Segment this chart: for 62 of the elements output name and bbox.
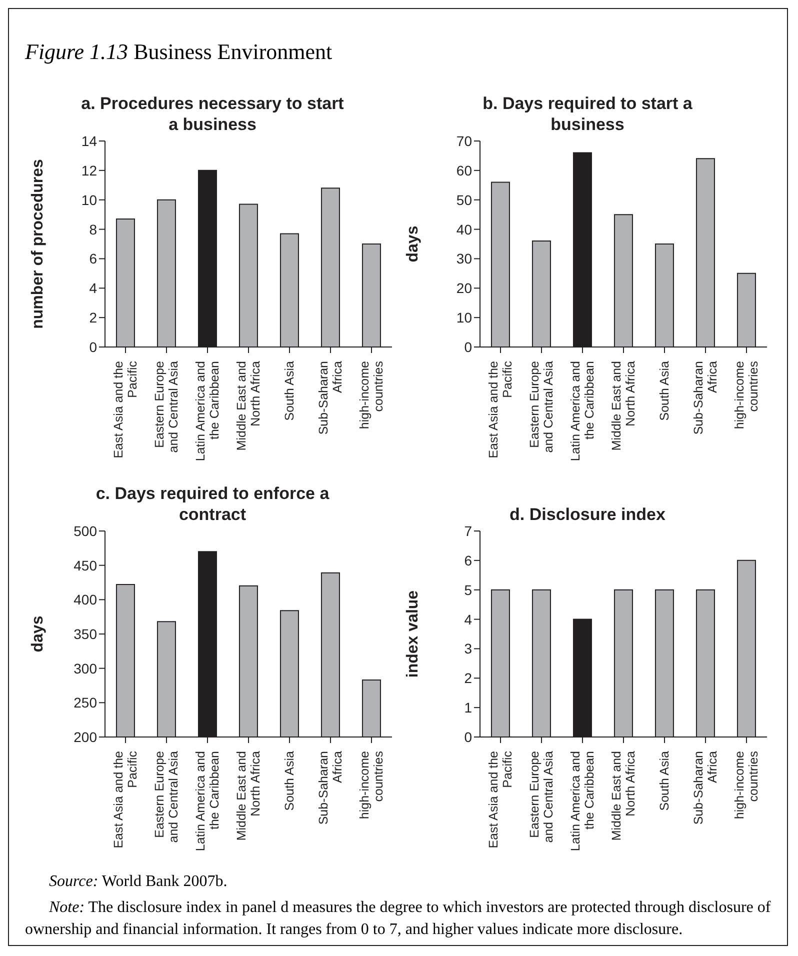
x-tick-label: high-income countries <box>732 750 760 820</box>
x-tick-label: South Asia <box>282 750 296 811</box>
chart-title: a. Procedures necessary to start a business <box>81 94 344 134</box>
y-tick-label: 400 <box>74 592 98 608</box>
x-tick-label: Eastern Europe and Central Asia <box>528 750 556 843</box>
y-tick-label: 30 <box>456 250 472 267</box>
y-tick-label: 70 <box>456 132 472 149</box>
x-tick-label: Eastern Europe and Central Asia <box>152 750 180 843</box>
y-tick-label: 0 <box>464 338 472 355</box>
x-tick-label: East Asia and the Pacific <box>112 750 140 848</box>
x-tick-label: Sub-Saharan Africa <box>316 360 344 435</box>
y-tick-label: 300 <box>74 660 98 676</box>
y-tick-label: 5 <box>464 582 472 598</box>
chart-title: d. Disclosure index <box>510 505 666 524</box>
y-tick-label: 1 <box>464 700 472 716</box>
y-tick-label: 7 <box>464 522 472 539</box>
y-tick-label: 350 <box>74 626 98 642</box>
y-tick-label: 60 <box>456 162 472 178</box>
x-tick-label: high-income countries <box>732 360 760 430</box>
x-tick-label: Sub-Saharan Africa <box>316 750 344 825</box>
x-tick-label: South Asia <box>658 750 672 811</box>
x-tick-label: Eastern Europe and Central Asia <box>528 360 556 453</box>
y-tick-label: 0 <box>89 338 98 355</box>
y-tick-label: 450 <box>74 557 98 574</box>
chart-title: c. Days required to enforce a contract <box>96 484 330 524</box>
y-axis-title: days <box>404 226 422 262</box>
y-tick-label: 2 <box>89 310 98 326</box>
x-tick-label: Eastern Europe and Central Asia <box>152 360 180 453</box>
x-tick-label: South Asia <box>282 360 296 421</box>
y-axis-title: index value <box>404 590 422 678</box>
source-note: Source: World Bank 2007b. <box>48 872 228 892</box>
y-tick-label: 500 <box>74 522 98 539</box>
caption: Figure 1.13 Business Environment <box>25 39 334 65</box>
y-tick-label: 40 <box>456 221 472 238</box>
x-tick-label: Sub-Saharan Africa <box>692 360 720 435</box>
text: Note: The disclosure index in panel d measures the degree to which investors are protected through disclosure of ownership and financial information. It ranges from 0 to 7, and higher values indicate more disclosure. <box>25 898 772 940</box>
y-axis-title: number of procedures <box>30 159 47 329</box>
y-tick-label: 6 <box>464 552 472 568</box>
x-tick-label: East Asia and the Pacific <box>486 360 514 458</box>
y-tick-label: 14 <box>81 132 98 149</box>
x-tick-label: East Asia and the Pacific <box>112 360 140 458</box>
y-tick-label: 4 <box>464 611 472 628</box>
x-tick-label: South Asia <box>658 360 672 421</box>
x-tick-label: Sub-Saharan Africa <box>692 750 720 825</box>
y-tick-label: 6 <box>89 250 98 267</box>
y-tick-label: 3 <box>464 640 472 657</box>
x-tick-label: high-income countries <box>358 360 386 430</box>
chart-title: b. Days required to start a business <box>482 94 692 134</box>
y-tick-label: 250 <box>74 694 98 711</box>
y-axis-title: days <box>30 616 47 652</box>
y-tick-label: 10 <box>456 310 472 326</box>
y-tick-label: 0 <box>464 728 472 745</box>
x-tick-label: East Asia and the Pacific <box>486 750 514 848</box>
y-tick-label: 12 <box>81 162 98 178</box>
y-tick-label: 2 <box>464 670 472 686</box>
y-tick-label: 10 <box>81 192 98 208</box>
x-tick-label: high-income countries <box>358 750 386 820</box>
y-tick-label: 20 <box>456 280 472 296</box>
y-tick-label: 4 <box>89 280 98 296</box>
y-tick-label: 50 <box>456 192 472 208</box>
y-tick-label: 8 <box>89 221 98 238</box>
y-tick-label: 200 <box>74 728 98 745</box>
